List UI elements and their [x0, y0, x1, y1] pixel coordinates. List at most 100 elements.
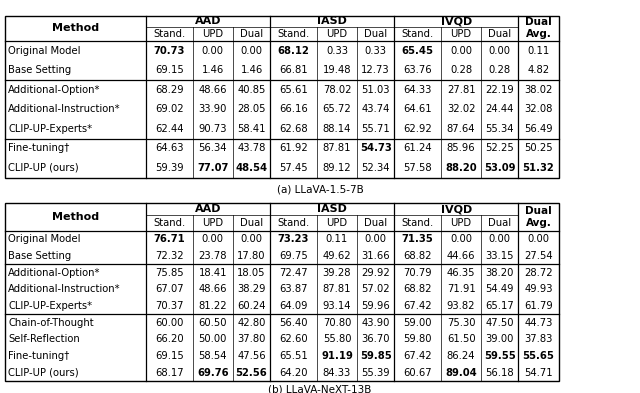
- Text: 66.20: 66.20: [155, 334, 184, 344]
- Text: IVQD: IVQD: [441, 204, 472, 214]
- Text: Additional-Option*: Additional-Option*: [8, 84, 101, 95]
- Text: 0.11: 0.11: [527, 46, 550, 55]
- Text: 43.90: 43.90: [362, 318, 390, 328]
- Text: 0.00: 0.00: [365, 234, 387, 244]
- Bar: [5, 16, 559, 178]
- Text: Dual
Avg.: Dual Avg.: [525, 17, 552, 39]
- Text: 28.05: 28.05: [237, 104, 266, 114]
- Text: 67.42: 67.42: [403, 301, 432, 311]
- Text: 56.34: 56.34: [198, 143, 227, 153]
- Text: 65.17: 65.17: [486, 301, 514, 311]
- Text: 59.96: 59.96: [362, 301, 390, 311]
- Text: 47.50: 47.50: [486, 318, 514, 328]
- Text: 64.61: 64.61: [403, 104, 432, 114]
- Text: 0.28: 0.28: [450, 65, 472, 75]
- Text: 37.83: 37.83: [524, 334, 553, 344]
- Text: 37.80: 37.80: [237, 334, 266, 344]
- Text: 62.92: 62.92: [403, 124, 432, 134]
- Text: 70.79: 70.79: [403, 268, 432, 277]
- Text: IASD: IASD: [317, 16, 347, 26]
- Text: 40.85: 40.85: [237, 84, 266, 95]
- Text: 67.07: 67.07: [155, 284, 184, 294]
- Text: 60.00: 60.00: [155, 318, 184, 328]
- Text: 62.60: 62.60: [279, 334, 308, 344]
- Text: 73.23: 73.23: [278, 234, 309, 244]
- Text: 48.66: 48.66: [198, 84, 227, 95]
- Text: Dual: Dual: [488, 29, 511, 39]
- Text: 48.66: 48.66: [198, 284, 227, 294]
- Text: 28.72: 28.72: [524, 268, 553, 277]
- Text: 59.55: 59.55: [484, 351, 516, 361]
- Text: 22.19: 22.19: [486, 84, 514, 95]
- Text: CLIP-UP-Experts*: CLIP-UP-Experts*: [8, 124, 92, 134]
- Text: Method: Method: [52, 212, 99, 222]
- Text: 49.62: 49.62: [323, 251, 351, 261]
- Text: 88.20: 88.20: [445, 163, 477, 173]
- Text: Dual: Dual: [488, 218, 511, 228]
- Text: UPD: UPD: [326, 29, 348, 39]
- Text: 43.78: 43.78: [237, 143, 266, 153]
- Text: 46.35: 46.35: [447, 268, 476, 277]
- Text: Self-Reflection: Self-Reflection: [8, 334, 80, 344]
- Text: 70.37: 70.37: [155, 301, 184, 311]
- Text: 0.00: 0.00: [450, 234, 472, 244]
- Text: 33.15: 33.15: [486, 251, 514, 261]
- Text: 56.18: 56.18: [486, 368, 514, 378]
- Text: 52.56: 52.56: [236, 368, 268, 378]
- Text: 1.46: 1.46: [202, 65, 224, 75]
- Text: 55.65: 55.65: [523, 351, 554, 361]
- Text: 59.85: 59.85: [360, 351, 392, 361]
- Text: Chain-of-Thought: Chain-of-Thought: [8, 318, 94, 328]
- Text: 68.82: 68.82: [403, 251, 432, 261]
- Text: CLIP-UP (ours): CLIP-UP (ours): [8, 368, 79, 378]
- Text: (b) LLaVA-NeXT-13B: (b) LLaVA-NeXT-13B: [268, 384, 372, 393]
- Text: CLIP-UP (ours): CLIP-UP (ours): [8, 163, 79, 173]
- Text: 90.73: 90.73: [198, 124, 227, 134]
- Text: 63.76: 63.76: [403, 65, 432, 75]
- Text: Stand.: Stand.: [401, 29, 434, 39]
- Text: 52.25: 52.25: [486, 143, 514, 153]
- Text: CLIP-UP-Experts*: CLIP-UP-Experts*: [8, 301, 92, 311]
- Text: 65.72: 65.72: [323, 104, 351, 114]
- Text: 86.24: 86.24: [447, 351, 476, 361]
- Text: 18.05: 18.05: [237, 268, 266, 277]
- Text: Additional-Instruction*: Additional-Instruction*: [8, 284, 121, 294]
- Text: 68.17: 68.17: [155, 368, 184, 378]
- Text: 0.33: 0.33: [365, 46, 387, 55]
- Text: 76.71: 76.71: [154, 234, 185, 244]
- Text: (a) LLaVA-1.5-7B: (a) LLaVA-1.5-7B: [276, 184, 364, 195]
- Text: IASD: IASD: [317, 204, 347, 214]
- Text: 93.14: 93.14: [323, 301, 351, 311]
- Text: 63.87: 63.87: [279, 284, 308, 294]
- Text: 0.11: 0.11: [326, 234, 348, 244]
- Text: 71.91: 71.91: [447, 284, 476, 294]
- Text: UPD: UPD: [451, 29, 472, 39]
- Text: 38.29: 38.29: [237, 284, 266, 294]
- Text: 93.82: 93.82: [447, 301, 476, 311]
- Text: Original Model: Original Model: [8, 234, 81, 244]
- Text: 1.46: 1.46: [241, 65, 262, 75]
- Text: Stand.: Stand.: [277, 218, 310, 228]
- Text: 54.49: 54.49: [486, 284, 514, 294]
- Text: 64.20: 64.20: [279, 368, 308, 378]
- Text: 38.02: 38.02: [524, 84, 553, 95]
- Text: 68.29: 68.29: [155, 84, 184, 95]
- Text: 55.39: 55.39: [362, 368, 390, 378]
- Text: 33.90: 33.90: [198, 104, 227, 114]
- Text: 32.02: 32.02: [447, 104, 476, 114]
- Text: 75.85: 75.85: [155, 268, 184, 277]
- Text: 17.80: 17.80: [237, 251, 266, 261]
- Text: 61.79: 61.79: [524, 301, 553, 311]
- Text: 58.41: 58.41: [237, 124, 266, 134]
- Text: 54.73: 54.73: [360, 143, 392, 153]
- Text: Stand.: Stand.: [277, 29, 310, 39]
- Text: 91.19: 91.19: [321, 351, 353, 361]
- Text: Dual: Dual: [240, 218, 263, 228]
- Text: 62.44: 62.44: [155, 124, 184, 134]
- Text: UPD: UPD: [202, 218, 223, 228]
- Text: AAD: AAD: [195, 204, 221, 214]
- Text: 65.45: 65.45: [402, 46, 434, 55]
- Text: 71.35: 71.35: [402, 234, 433, 244]
- Text: 49.93: 49.93: [524, 284, 553, 294]
- Text: 50.00: 50.00: [198, 334, 227, 344]
